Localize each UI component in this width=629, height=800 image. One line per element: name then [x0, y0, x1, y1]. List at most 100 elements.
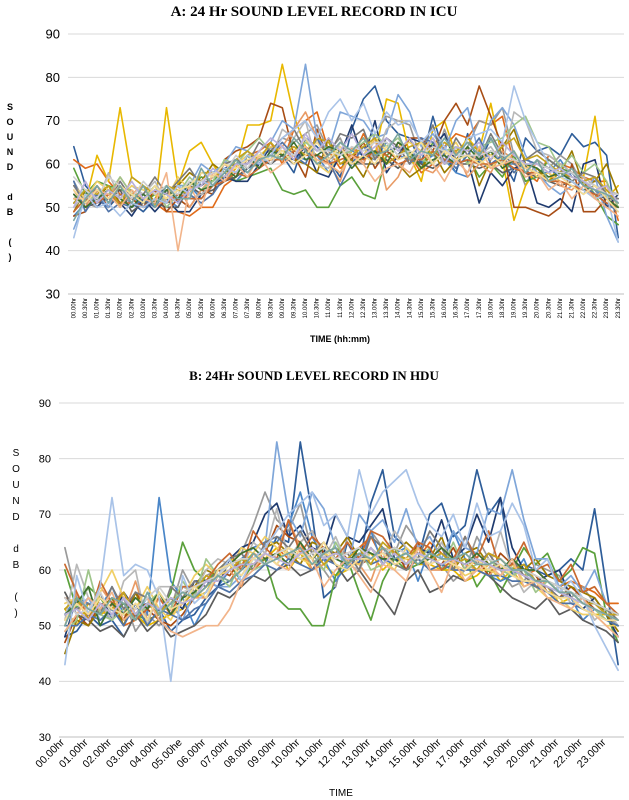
x-tick-label: 13.30hr — [384, 298, 390, 318]
y-axis-label-char: ( — [14, 592, 18, 603]
x-tick-label: 21.00hr — [558, 298, 564, 318]
x-tick-label: 11.00hr — [326, 298, 332, 318]
x-tick-label: 14.30hr — [407, 298, 413, 318]
y-tick-label: 70 — [39, 509, 51, 521]
y-tick-label: 30 — [39, 732, 51, 744]
chart-a: A: 24 Hr SOUND LEVEL RECORD IN ICU SOUND… — [6, 4, 624, 344]
x-tick-label: 05.30hr — [199, 298, 205, 318]
y-tick-label: 50 — [39, 621, 51, 633]
x-tick-label: 11.30hr — [338, 298, 344, 318]
x-tick-label: 04.00hr — [164, 298, 170, 318]
y-tick-label: 40 — [46, 243, 60, 258]
x-tick-label: 20.30hr — [546, 298, 552, 318]
series-line — [64, 541, 619, 621]
series-line — [64, 546, 619, 638]
series-line — [73, 132, 620, 209]
chart-a-y-ticks: 30 40 50 60 70 80 90 — [46, 27, 60, 302]
x-tick-label: 14.00hr — [396, 298, 402, 318]
y-axis-label-char: d — [13, 544, 19, 555]
chart-b-y-ticks: 30 40 50 60 70 80 90 — [39, 398, 51, 744]
y-axis-label-char: O — [12, 464, 20, 475]
x-tick-label: 22.00hr — [581, 298, 587, 318]
series-line — [73, 145, 620, 252]
x-tick-label: 06.00hr — [210, 298, 216, 318]
x-tick-label: 16.00hr — [442, 298, 448, 318]
y-tick-label: 30 — [46, 287, 60, 302]
x-tick-label: 05.00hr — [187, 298, 193, 318]
y-axis-label-char: D — [12, 512, 19, 523]
series-line — [64, 468, 619, 683]
x-tick-label: 07.30hr — [245, 298, 251, 318]
x-tick-label: 01.00hr — [95, 298, 101, 318]
y-tick-label: 50 — [46, 200, 60, 215]
x-tick-label: 18.30hr — [500, 298, 506, 318]
x-tick-label: 06.30hr — [222, 298, 228, 318]
x-tick-label: 00.30hr — [83, 298, 89, 318]
x-tick-label: 16.30hr — [454, 298, 460, 318]
chart-b-x-ticks: 00.00hr01.00hr02.00hr03.00hr04.00hr05.00… — [33, 736, 608, 772]
x-tick-label: 12.00hr — [349, 298, 355, 318]
x-tick-label: 08.00hr — [257, 298, 263, 318]
x-tick-label: 07.00hr — [234, 298, 240, 318]
x-tick-label: 17.00hr — [465, 298, 471, 318]
chart-b-gridlines — [59, 402, 624, 738]
x-tick-label: 13.00hr — [373, 298, 379, 318]
series-line — [73, 115, 620, 209]
series-line — [64, 519, 619, 621]
x-tick-label: 03.30hr — [152, 298, 158, 318]
y-tick-label: 40 — [39, 676, 51, 688]
y-tick-label: 70 — [46, 113, 60, 128]
series-line — [73, 85, 620, 243]
x-tick-label: 10.00hr — [303, 298, 309, 318]
x-tick-label: 10.30hr — [315, 298, 321, 318]
y-tick-label: 60 — [46, 157, 60, 172]
x-tick-label: 18.00hr — [488, 298, 494, 318]
y-tick-label: 60 — [39, 565, 51, 577]
x-tick-label: 01.30hr — [106, 298, 112, 318]
chart-b-series-lines — [64, 441, 619, 683]
y-tick-label: 80 — [39, 454, 51, 466]
y-axis-label-char: ( — [9, 237, 12, 247]
y-axis-label-char: D — [7, 162, 14, 172]
y-axis-label-char: B — [13, 560, 20, 571]
x-tick-label: 15.30hr — [430, 298, 436, 318]
chart-a-x-axis-label: TIME (hh:mm) — [310, 334, 370, 344]
x-tick-label: 09.30hr — [291, 298, 297, 318]
y-axis-label-char: N — [12, 496, 19, 507]
series-line — [64, 552, 619, 644]
chart-b: B: 24Hr SOUND LEVEL RECORD IN HDU SOUNDd… — [12, 368, 624, 799]
chart-a-title: A: 24 Hr SOUND LEVEL RECORD IN ICU — [171, 4, 458, 20]
x-tick-label: 12.30hr — [361, 298, 367, 318]
x-tick-label: 02.30hr — [129, 298, 135, 318]
x-tick-label: 21.30hr — [569, 298, 575, 318]
y-tick-label: 80 — [46, 70, 60, 85]
y-axis-label-char: U — [7, 132, 14, 142]
chart-a-x-ticks: 00.00hr 00.30hr 01.00hr 01.30hr 02.00hr 02.30… — [71, 298, 621, 318]
y-axis-label-char: S — [7, 102, 13, 112]
y-axis-label-char: S — [13, 448, 20, 459]
y-axis-label-char: N — [7, 147, 14, 157]
y-axis-label-char: B — [7, 207, 14, 217]
x-tick-label: 19.00hr — [512, 298, 518, 318]
y-axis-label-char: O — [6, 117, 13, 127]
x-tick-label: 09.00hr — [280, 298, 286, 318]
x-tick-label: 23.00hr — [604, 298, 610, 318]
x-tick-label: 08.30hr — [268, 298, 274, 318]
series-line — [64, 546, 619, 627]
y-tick-label: 90 — [46, 27, 60, 42]
y-axis-label-char: ) — [9, 252, 12, 262]
x-tick-label: 04.30hr — [176, 298, 182, 318]
x-tick-label: 17.30hr — [477, 298, 483, 318]
y-axis-label-char: ) — [14, 608, 17, 619]
chart-a-series-lines — [73, 63, 620, 252]
y-tick-label: 90 — [39, 398, 51, 410]
series-line — [73, 132, 620, 222]
x-tick-label: 00.00hr — [71, 298, 77, 318]
x-tick-label: 22.30hr — [593, 298, 599, 318]
series-line — [73, 141, 620, 213]
x-tick-label: 03.00hr — [141, 298, 147, 318]
x-tick-label: 02.00hr — [118, 298, 124, 318]
